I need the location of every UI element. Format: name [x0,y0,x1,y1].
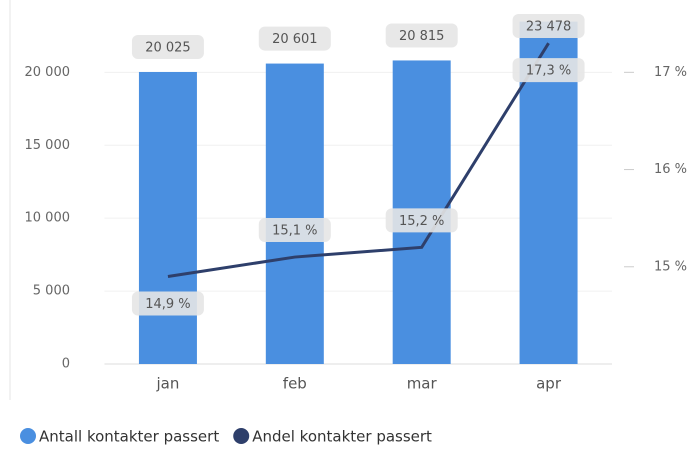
y-tick-label: 10 000 [25,211,71,226]
data-label: 15,1 % [272,224,317,239]
legend-marker [233,428,250,444]
legend-marker [20,428,36,444]
data-label-box [512,14,585,38]
data-label: 15,2 % [399,214,444,229]
data-label: 17,3 % [526,64,571,79]
data-label-box [385,208,458,233]
legend-label: Antall kontakter passert [39,428,219,446]
data-label-box [258,218,331,243]
x-tick-label: mar [407,375,438,393]
data-label-box [512,58,585,83]
data-label: 20 601 [272,32,318,47]
bar [265,63,324,364]
data-label-box [385,23,458,48]
y-tick-label: 15 000 [25,138,71,153]
line [167,42,550,278]
data-label: 14,9 % [145,297,190,312]
data-label: 20 025 [145,40,191,55]
y2-tick-label: 15 % [654,259,687,274]
legend-label: Andel kontakter passert [252,428,432,446]
y-tick-label: 20 000 [25,65,71,80]
x-tick-label: apr [536,375,562,393]
y-tick-label: 5 000 [33,284,70,299]
y2-tick-label: 17 % [654,65,687,80]
x-tick-label: feb [283,375,307,393]
y-tick-label: 0 [62,357,70,372]
data-label-box [131,34,204,59]
data-label: 23 478 [526,20,572,35]
bar [138,71,197,364]
data-label: 20 815 [399,29,445,44]
data-label-box [258,26,331,51]
data-label-box [131,291,204,316]
x-tick-label: jan [156,375,180,393]
y2-tick-label: 16 % [654,162,687,177]
